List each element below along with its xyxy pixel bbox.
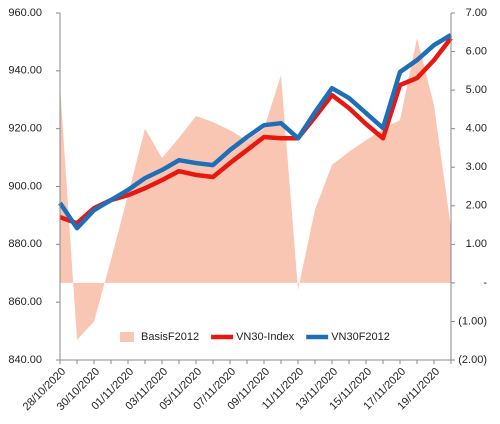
y2-tick-label: (1.00) bbox=[458, 315, 487, 327]
y2-tick-label: 7.00 bbox=[466, 7, 487, 19]
line bbox=[59, 36, 453, 226]
y-tick-label: 900.00 bbox=[8, 180, 42, 192]
legend-label: VN30F2012 bbox=[331, 331, 390, 343]
y-tick-label: 920.00 bbox=[8, 123, 42, 135]
y-tick-label: 880.00 bbox=[8, 238, 42, 250]
y2-tick-label: 1.00 bbox=[466, 238, 487, 250]
legend: BasisF2012 VN30-Index VN30F2012 bbox=[120, 331, 390, 343]
area bbox=[60, 38, 451, 340]
y2-tick-label: 2.00 bbox=[466, 200, 487, 212]
legend-swatch bbox=[120, 332, 134, 342]
y-tick-label: 860.00 bbox=[8, 296, 42, 308]
y2-tick-label: - bbox=[483, 277, 487, 289]
line bbox=[58, 33, 453, 231]
y2-tick-label: 4.00 bbox=[466, 123, 487, 135]
y2-tick-label: (2.00) bbox=[458, 354, 487, 366]
legend-label: BasisF2012 bbox=[141, 331, 199, 343]
y2-tick-label: 3.00 bbox=[466, 161, 487, 173]
y-tick-label: 840.00 bbox=[8, 354, 42, 366]
y-tick-label: 960.00 bbox=[8, 7, 42, 19]
y2-tick-label: 5.00 bbox=[466, 84, 487, 96]
y2-tick-label: 6.00 bbox=[466, 45, 487, 57]
y-tick-label: 940.00 bbox=[8, 65, 42, 77]
legend-label: VN30-Index bbox=[236, 331, 295, 343]
